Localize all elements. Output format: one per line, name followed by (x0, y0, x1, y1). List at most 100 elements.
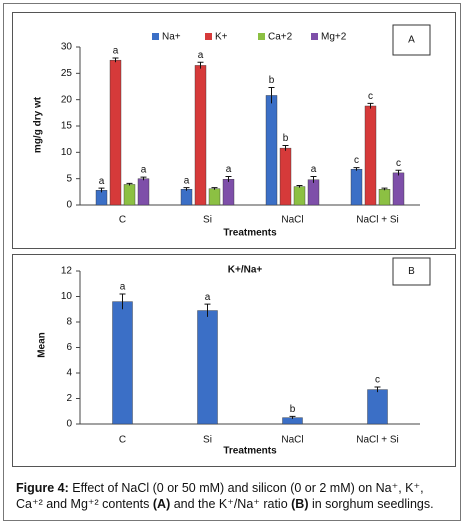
caption-label: Figure 4: (16, 481, 69, 495)
bar (194, 65, 207, 206)
error-bar (282, 144, 289, 151)
significance-label: a (226, 164, 232, 175)
legend-swatch (152, 33, 159, 40)
y-tick-label: 0 (66, 419, 72, 430)
significance-label: c (354, 155, 359, 166)
y-tick-label: 10 (61, 147, 73, 158)
legend-label: Ca+2 (268, 32, 293, 43)
error-bar (353, 167, 360, 171)
panel-label-box (392, 257, 431, 286)
bar (208, 188, 221, 206)
bar (137, 178, 150, 206)
panel-label-box (392, 24, 431, 56)
significance-label: c (368, 91, 373, 102)
error-bar (367, 102, 374, 109)
y-tick-label: 5 (66, 173, 72, 184)
error-bar (98, 187, 105, 193)
bar (367, 389, 388, 425)
y-tick-label: 20 (61, 94, 73, 105)
x-tick-label: Si (203, 215, 212, 226)
significance-label: a (311, 164, 317, 175)
y-tick-label: 12 (61, 266, 73, 277)
error-bar (140, 176, 147, 181)
significance-label: a (113, 46, 119, 57)
caption-text: and the K⁺/Na⁺ ratio (170, 497, 292, 511)
caption-text: (B) (291, 497, 309, 511)
significance-label: c (375, 375, 380, 386)
significance-label: b (283, 133, 289, 144)
significance-label: b (269, 75, 275, 86)
bar (197, 310, 218, 425)
error-bar (183, 187, 190, 191)
x-tick-label: NaCl + Si (356, 215, 399, 226)
bar (95, 190, 108, 206)
caption-text: Effect of NaCl (0 or 50 mM) and silicon … (16, 481, 424, 511)
error-bar (296, 185, 303, 188)
panel-label: B (408, 266, 415, 277)
error-bar (381, 187, 388, 191)
bar (364, 105, 377, 206)
legend-swatch (205, 33, 212, 40)
significance-label: a (205, 292, 211, 303)
legend-swatch (311, 33, 318, 40)
bar (392, 172, 405, 206)
significance-label: a (99, 176, 105, 187)
bar (265, 95, 278, 206)
x-tick-label: NaCl (281, 215, 303, 226)
error-bar (374, 386, 381, 393)
y-tick-label: 15 (61, 121, 73, 132)
x-tick-label: C (119, 215, 126, 226)
outer-frame (3, 3, 461, 521)
error-bar (395, 169, 402, 176)
legend-swatch (258, 33, 265, 40)
bar (350, 168, 363, 206)
significance-label: a (198, 50, 204, 61)
error-bar (268, 87, 275, 104)
significance-label: a (184, 175, 190, 186)
bar (279, 147, 292, 206)
error-bar (112, 57, 119, 63)
significance-label: c (396, 158, 401, 169)
x-axis-title: Treatments (223, 446, 277, 457)
y-tick-label: 30 (61, 42, 73, 53)
y-tick-label: 6 (66, 342, 72, 353)
error-bar (211, 187, 218, 190)
error-bar (119, 293, 126, 310)
caption-text: in sorghum seedlings. (308, 497, 434, 511)
y-tick-label: 0 (66, 200, 72, 211)
caption-text: (A) (152, 497, 171, 511)
y-tick-label: 4 (66, 368, 72, 379)
caption: Figure 4: Effect of NaCl (0 or 50 mM) an… (16, 480, 452, 512)
y-tick-label: 2 (66, 393, 72, 404)
bar (378, 188, 391, 206)
chart-title: K+/Na+ (228, 265, 263, 276)
error-bar (126, 182, 133, 186)
panel-frame (12, 12, 456, 249)
x-tick-label: Si (203, 435, 212, 446)
panel-label: A (408, 35, 415, 46)
x-axis-title: Treatments (223, 228, 277, 239)
y-tick-label: 8 (66, 317, 72, 328)
error-bar (289, 415, 296, 419)
significance-label: a (141, 165, 147, 176)
y-axis-title: Mean (37, 332, 48, 358)
bar (180, 188, 193, 206)
panel-frame (12, 254, 456, 467)
bar (109, 59, 122, 206)
y-axis-title: mg/g dry wt (33, 96, 44, 153)
bar (123, 184, 136, 206)
error-bar (225, 176, 232, 182)
x-tick-label: NaCl (281, 435, 303, 446)
bar (222, 178, 235, 206)
error-bar (197, 61, 204, 69)
legend-label: K+ (215, 32, 228, 43)
legend-label: Mg+2 (321, 32, 347, 43)
legend-label: Na+ (162, 32, 181, 43)
bar (307, 179, 320, 206)
bar (112, 301, 133, 425)
y-tick-label: 10 (61, 291, 73, 302)
error-bar (204, 303, 211, 317)
x-tick-label: NaCl + Si (356, 435, 399, 446)
